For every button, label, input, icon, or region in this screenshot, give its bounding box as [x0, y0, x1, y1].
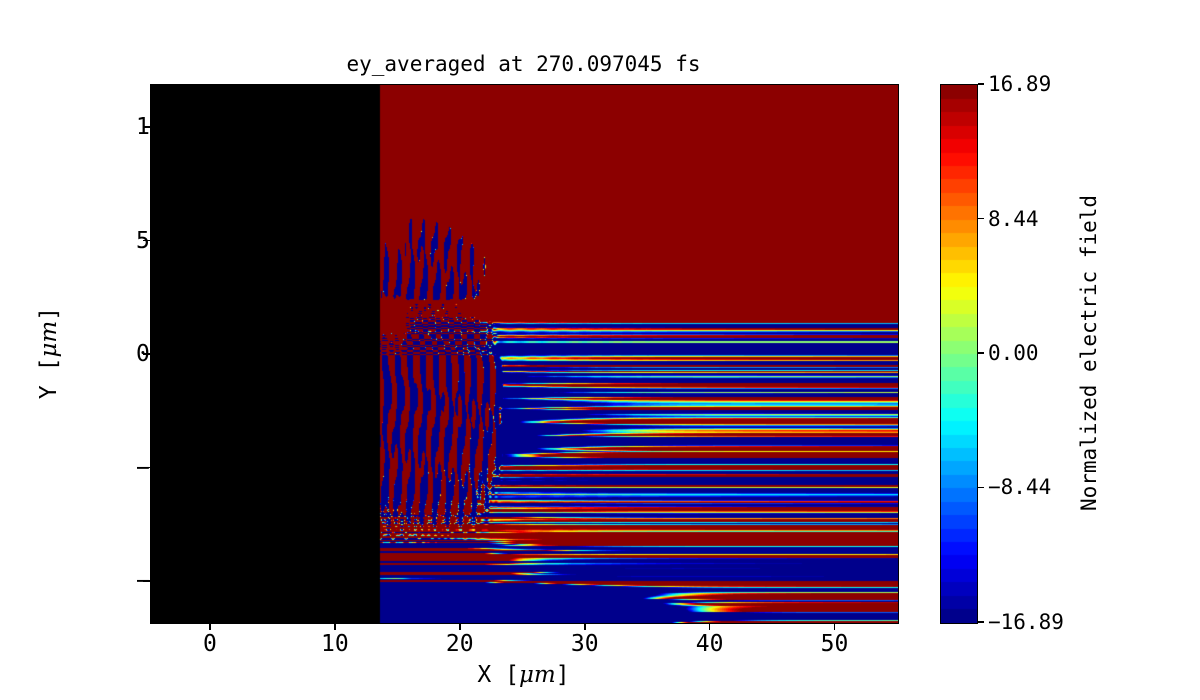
x-tick-mark	[334, 623, 336, 630]
x-tick-mark	[458, 623, 461, 630]
page-title: ey_averaged at 270.097045 fs	[346, 52, 701, 76]
y-axis-label-text: Y [	[36, 357, 62, 400]
y-axis-label-unit: μm	[36, 320, 62, 358]
colorbar	[940, 84, 978, 624]
colorbar-label: Normalized electric field	[1077, 194, 1101, 512]
colorbar-tick-mark	[978, 621, 984, 623]
x-tick-label: 20	[445, 631, 474, 657]
colorbar-tick-label: 16.89	[988, 72, 1052, 96]
y-tick-mark	[143, 353, 150, 355]
colorbar-tick-label: −8.44	[988, 475, 1052, 500]
x-tick-mark	[583, 623, 586, 630]
x-tick-label: 30	[570, 631, 599, 657]
field-map-axes	[150, 84, 899, 624]
y-tick-mark	[143, 126, 150, 128]
colorbar-tick-label: −16.89	[988, 610, 1064, 634]
colorbar-gradient	[941, 85, 977, 623]
colorbar-tick-mark	[978, 352, 984, 354]
x-tick-label: 50	[820, 631, 849, 657]
colorbar-tick-label: 0.00	[988, 341, 1039, 365]
x-axis-label-unit: μm	[518, 662, 556, 688]
field-heatmap	[151, 85, 898, 623]
x-tick-mark	[708, 623, 711, 630]
x-tick-mark	[209, 623, 211, 630]
x-axis-label-close: ]	[555, 662, 570, 688]
y-tick-mark	[143, 580, 150, 582]
y-axis-label: Y [μm]	[34, 84, 64, 622]
x-axis-label-text: X [	[477, 662, 519, 688]
colorbar-tick-mark	[978, 217, 984, 220]
x-tick-label: 10	[321, 631, 349, 657]
x-axis-label: X [μm]	[150, 662, 897, 688]
x-tick-label: 0	[203, 631, 217, 657]
colorbar-tick-mark	[978, 486, 984, 489]
y-axis-label-close: ]	[36, 306, 62, 321]
y-tick-mark	[143, 466, 150, 469]
colorbar-tick-mark	[978, 83, 984, 85]
colorbar-tick-label: 8.44	[988, 206, 1039, 231]
x-tick-label: 40	[695, 631, 724, 657]
x-tick-mark	[833, 623, 836, 630]
y-tick-mark	[143, 239, 150, 242]
